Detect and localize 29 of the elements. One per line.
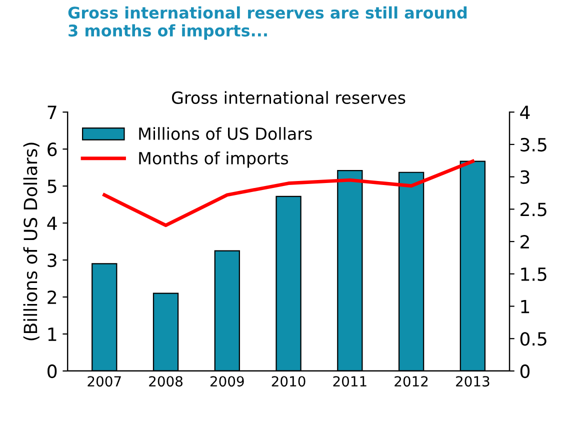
legend-label: Millions of US Dollars [139, 127, 312, 140]
y-axis-title: (Billions of US Dollars) [23, 142, 40, 340]
chart-title: Gross international reserves are still around 3 months of imports... [68, 6, 467, 40]
y-tick-label: 1 [48, 328, 56, 341]
x-tick-label: 2012 [394, 376, 428, 387]
y2-tick-label: 3 [520, 170, 530, 184]
y2-tick-label: 2.5 [520, 202, 546, 216]
x-tick-label: 2011 [333, 376, 366, 387]
y-tick-label: 4 [47, 216, 57, 230]
y-tick-label: 3 [48, 253, 56, 268]
x-tick-label: 2013 [456, 376, 490, 387]
y2-tick-label: 2 [520, 234, 529, 248]
y2-tick-label: 0.5 [520, 332, 546, 346]
x-tick-label: 2007 [88, 376, 121, 387]
x-tick-label: 2009 [210, 376, 244, 387]
y2-tick-label: 1.5 [521, 268, 546, 282]
y-tick-label: 5 [48, 180, 56, 194]
y2-tick-label: 4 [520, 106, 530, 119]
legend-label: Months of imports [139, 152, 288, 168]
y-tick-label: 7 [48, 106, 56, 119]
x-tick-label: 2010 [272, 376, 306, 387]
y-tick-label: 6 [48, 142, 57, 156]
x-tick-label: 2008 [149, 376, 182, 387]
y2-tick-label: 0 [520, 364, 530, 378]
y2-tick-label: 1 [521, 300, 530, 314]
y-tick-label: 0 [48, 364, 57, 378]
y2-tick-label: 3.5 [520, 138, 546, 152]
chart-subtitle: Gross international reserves [172, 91, 406, 104]
y-tick-label: 2 [48, 290, 56, 304]
